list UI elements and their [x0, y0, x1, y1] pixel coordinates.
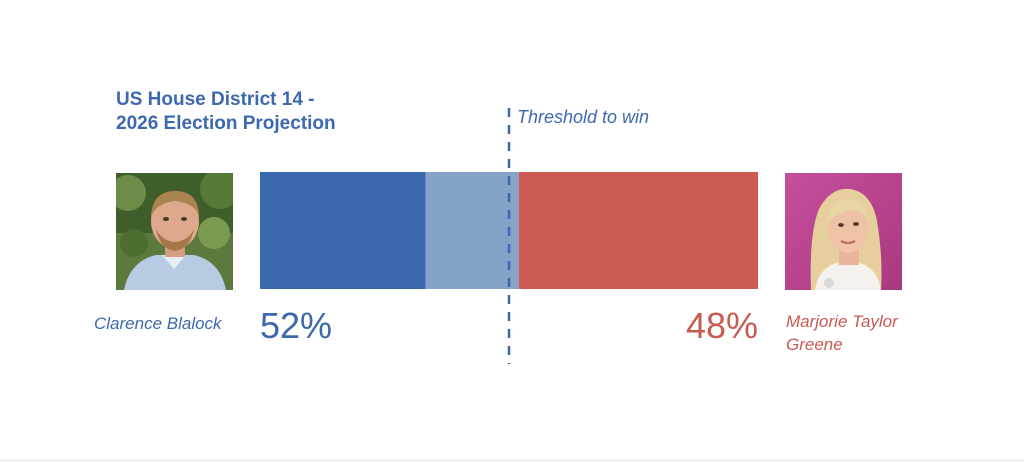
bar-segment-greene — [518, 172, 758, 289]
vote-share-label-right: 48% — [685, 305, 758, 346]
candidate-name-right: Marjorie Taylor Greene — [786, 312, 898, 354]
chart-title-line-1: US House District 14 - — [116, 89, 315, 110]
candidate-photo-left-icon — [116, 173, 233, 290]
bottom-divider — [0, 459, 1024, 462]
candidate-name-left: Clarence Blalock — [94, 314, 222, 333]
bar-segment-blalock-light — [425, 172, 519, 289]
threshold-label: Threshold to win — [517, 107, 650, 127]
chart-title-line-2: 2026 Election Projection — [116, 113, 336, 134]
bar-segment-blalock — [260, 172, 426, 289]
candidate-photo-right-icon — [785, 173, 902, 290]
chart-title: US House District 14 - 2026 Election Pro… — [116, 88, 336, 136]
vote-share-label-left: 52% — [260, 305, 333, 346]
